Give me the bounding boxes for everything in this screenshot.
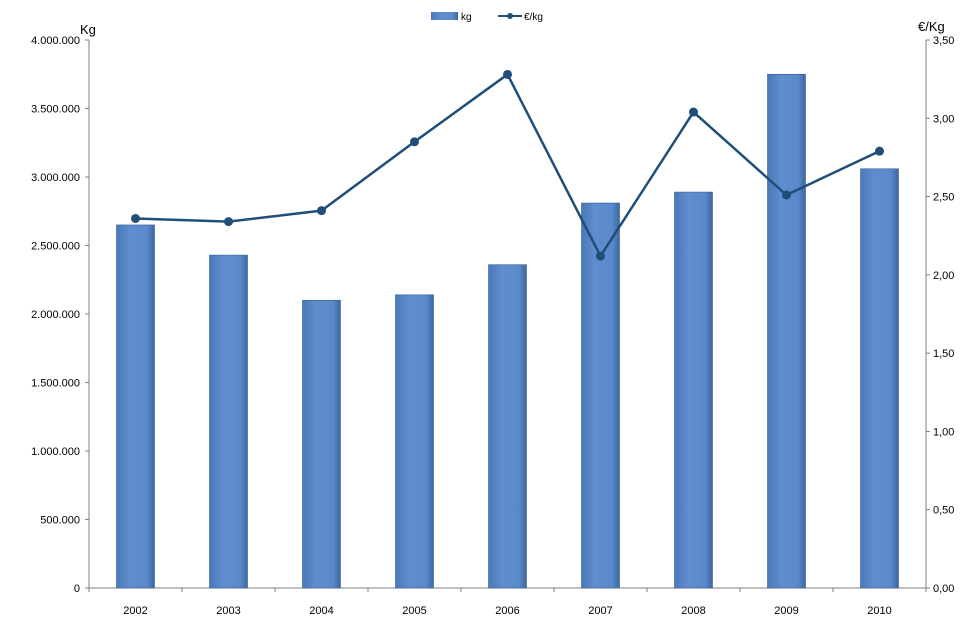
left-tick-label: 1.000.000 (31, 446, 80, 458)
left-tick-label: 3.000.000 (31, 172, 80, 184)
left-tick-label: 3.500.000 (31, 104, 80, 116)
right-tick-label: 0,00 (933, 583, 954, 595)
price-point-2004 (317, 206, 326, 216)
right-tick-label: 0,50 (933, 505, 954, 517)
x-tick-label: 2009 (774, 605, 798, 617)
price-point-2003 (224, 217, 233, 227)
x-tick-label: 2002 (123, 605, 147, 617)
price-point-2009 (782, 190, 791, 200)
bar-series (116, 73, 899, 589)
right-axis-ticks: 0,00 0,50 1,00 1,50 2,00 2,50 3,00 3,50 (926, 35, 954, 595)
price-point-2002 (131, 213, 140, 223)
left-axis-title: Kg (80, 22, 96, 37)
price-point-2005 (410, 137, 419, 147)
left-tick-label: 500.000 (40, 515, 80, 527)
left-tick-label: 0 (74, 583, 80, 595)
bar-2003 (209, 254, 248, 589)
x-tick-label: 2008 (681, 605, 705, 617)
bar-2010 (860, 168, 899, 589)
x-tick-label: 2010 (867, 605, 891, 617)
x-tick-label: 2004 (309, 605, 333, 617)
right-tick-label: 3,50 (933, 35, 954, 47)
x-tick-label: 2006 (495, 605, 519, 617)
legend-kg-swatch (431, 12, 458, 20)
bar-2006 (488, 264, 527, 589)
legend-price-label: €/kg (524, 12, 543, 23)
x-axis-ticks: 2002 2003 2004 2005 2006 2007 2008 2009 2010 (88, 588, 927, 617)
right-tick-label: 1,00 (933, 426, 954, 438)
bar-2004 (302, 299, 341, 589)
left-axis-ticks: 0 500.000 1.000.000 1.500.000 2.000.000 2.500… (31, 35, 89, 595)
legend: kg €/kg (431, 12, 543, 23)
right-tick-label: 2,00 (933, 270, 954, 282)
bar-2008 (674, 191, 713, 589)
bar-2002 (116, 224, 155, 589)
x-tick-label: 2007 (588, 605, 612, 617)
price-point-2006 (503, 69, 512, 79)
price-point-2010 (875, 146, 884, 156)
price-line-series (131, 69, 884, 261)
left-tick-label: 2.000.000 (31, 309, 80, 321)
right-tick-label: 1,50 (933, 348, 954, 360)
bar-2007 (581, 202, 620, 589)
x-tick-label: 2003 (216, 605, 240, 617)
legend-price-marker (507, 13, 513, 19)
bar-2009 (767, 73, 806, 589)
left-tick-label: 1.500.000 (31, 378, 80, 390)
left-tick-label: 2.500.000 (31, 241, 80, 253)
legend-kg-label: kg (461, 12, 472, 23)
right-tick-label: 3,00 (933, 113, 954, 125)
price-point-2007 (596, 251, 605, 261)
right-axis-title: €/Kg (918, 19, 945, 34)
bar-2005 (395, 294, 434, 589)
right-tick-label: 2,50 (933, 192, 954, 204)
price-point-2008 (689, 107, 698, 117)
left-tick-label: 4.000.000 (31, 35, 80, 47)
x-tick-label: 2005 (402, 605, 426, 617)
